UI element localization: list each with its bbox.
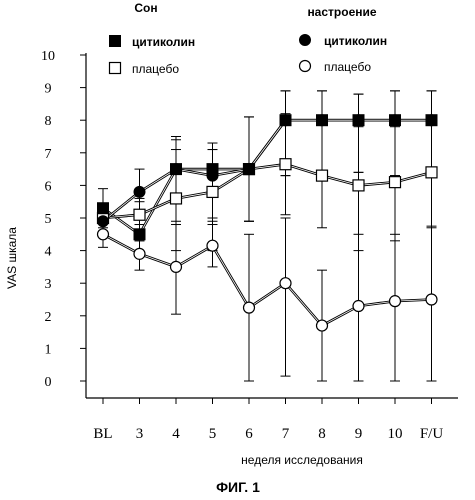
data-point-filled-square bbox=[133, 228, 146, 241]
data-point-filled-circle bbox=[170, 163, 182, 176]
y-tick-label: 7 bbox=[45, 147, 52, 162]
series-line-outer bbox=[102, 233, 432, 327]
data-point-open-square bbox=[315, 169, 329, 182]
x-tick-label: 9 bbox=[355, 426, 363, 442]
legend-title: настроение bbox=[307, 5, 376, 19]
legend-title: Сон bbox=[134, 1, 157, 15]
data-point-open-square bbox=[425, 166, 438, 179]
series-line-outer bbox=[102, 118, 432, 223]
legend-label: цитиколин bbox=[324, 34, 387, 48]
data-point-filled-circle bbox=[97, 215, 109, 228]
data-point-open-circle bbox=[169, 260, 183, 273]
data-point-open-circle bbox=[315, 319, 329, 332]
y-tick-label: 8 bbox=[45, 114, 52, 129]
data-point-open-circle bbox=[96, 228, 110, 241]
data-point-open-square bbox=[279, 158, 292, 171]
x-tick-label: F/U bbox=[420, 426, 444, 442]
legend-label: плацебо bbox=[132, 62, 179, 76]
legend-marker-filled-square bbox=[109, 35, 121, 47]
data-point-filled-circle bbox=[425, 114, 438, 127]
data-point-open-circle bbox=[425, 293, 438, 306]
data-point-open-circle bbox=[242, 301, 256, 314]
data-point-open-square bbox=[133, 208, 146, 221]
data-point-filled-circle bbox=[279, 114, 292, 127]
legend-label: плацебо bbox=[324, 60, 371, 74]
x-tick-label: 7 bbox=[282, 426, 290, 442]
data-point-filled-circle bbox=[352, 114, 365, 127]
series-lines-group bbox=[102, 118, 432, 327]
data-point-open-circle bbox=[133, 247, 146, 260]
x-tick-label: 6 bbox=[245, 426, 253, 442]
data-point-open-circle bbox=[206, 239, 219, 252]
x-tick-label: 10 bbox=[388, 426, 403, 442]
data-point-filled-circle bbox=[206, 169, 219, 182]
x-tick-label: BL bbox=[93, 426, 112, 442]
series-line-inner bbox=[102, 163, 432, 219]
series-markers-group bbox=[96, 114, 438, 332]
series-line-inner bbox=[102, 119, 432, 222]
data-point-open-circle bbox=[388, 295, 402, 308]
series-line-inner bbox=[102, 233, 432, 326]
data-point-filled-circle bbox=[389, 114, 401, 127]
legend-marker-filled-circle bbox=[299, 34, 311, 46]
figure-caption: ФИГ. 1 bbox=[216, 479, 260, 495]
data-point-filled-circle bbox=[316, 114, 328, 127]
legend-marker-open-circle bbox=[298, 59, 312, 73]
x-tick-label: 8 bbox=[318, 426, 326, 442]
y-tick-label: 2 bbox=[45, 310, 52, 325]
y-tick-label: 1 bbox=[45, 342, 52, 357]
data-point-open-square bbox=[206, 185, 219, 199]
axes-group: 0 1 2 3 4 5 6 7 8 9 10 BL 3 4 5 6 7 8 9 10 F/U bbox=[41, 49, 458, 442]
data-point-open-circle bbox=[279, 277, 292, 290]
y-tick-label: 0 bbox=[45, 375, 52, 390]
y-tick-label: 5 bbox=[45, 212, 52, 227]
data-point-open-square bbox=[169, 192, 183, 205]
y-tick-label: 6 bbox=[45, 179, 52, 194]
data-point-filled-square bbox=[97, 202, 109, 215]
series-line-inner bbox=[102, 119, 432, 235]
x-tick-label: 3 bbox=[136, 426, 144, 442]
data-point-open-square bbox=[388, 176, 402, 189]
y-tick-label: 3 bbox=[45, 277, 52, 292]
data-point-filled-circle bbox=[133, 185, 146, 198]
x-axis-label: неделя исследования bbox=[241, 453, 363, 467]
legend-label: цитиколин bbox=[132, 35, 195, 49]
legend: Сон цитиколин плацебо настроение цитиколин пл… bbox=[108, 1, 387, 76]
data-point-open-square bbox=[352, 179, 365, 192]
y-tick-label: 4 bbox=[45, 245, 52, 260]
y-tick-label: 9 bbox=[45, 82, 52, 97]
x-tick-label: 4 bbox=[172, 426, 180, 442]
data-point-filled-circle bbox=[243, 163, 255, 176]
data-point-open-circle bbox=[352, 299, 365, 313]
series-line-outer bbox=[102, 162, 432, 220]
y-axis-label: VAS шкала bbox=[5, 227, 19, 289]
error-bars-group bbox=[98, 90, 437, 382]
series-line-outer bbox=[102, 118, 432, 236]
y-tick-label: 10 bbox=[41, 49, 55, 64]
legend-marker-open-square bbox=[108, 61, 122, 75]
x-tick-label: 5 bbox=[209, 426, 217, 442]
